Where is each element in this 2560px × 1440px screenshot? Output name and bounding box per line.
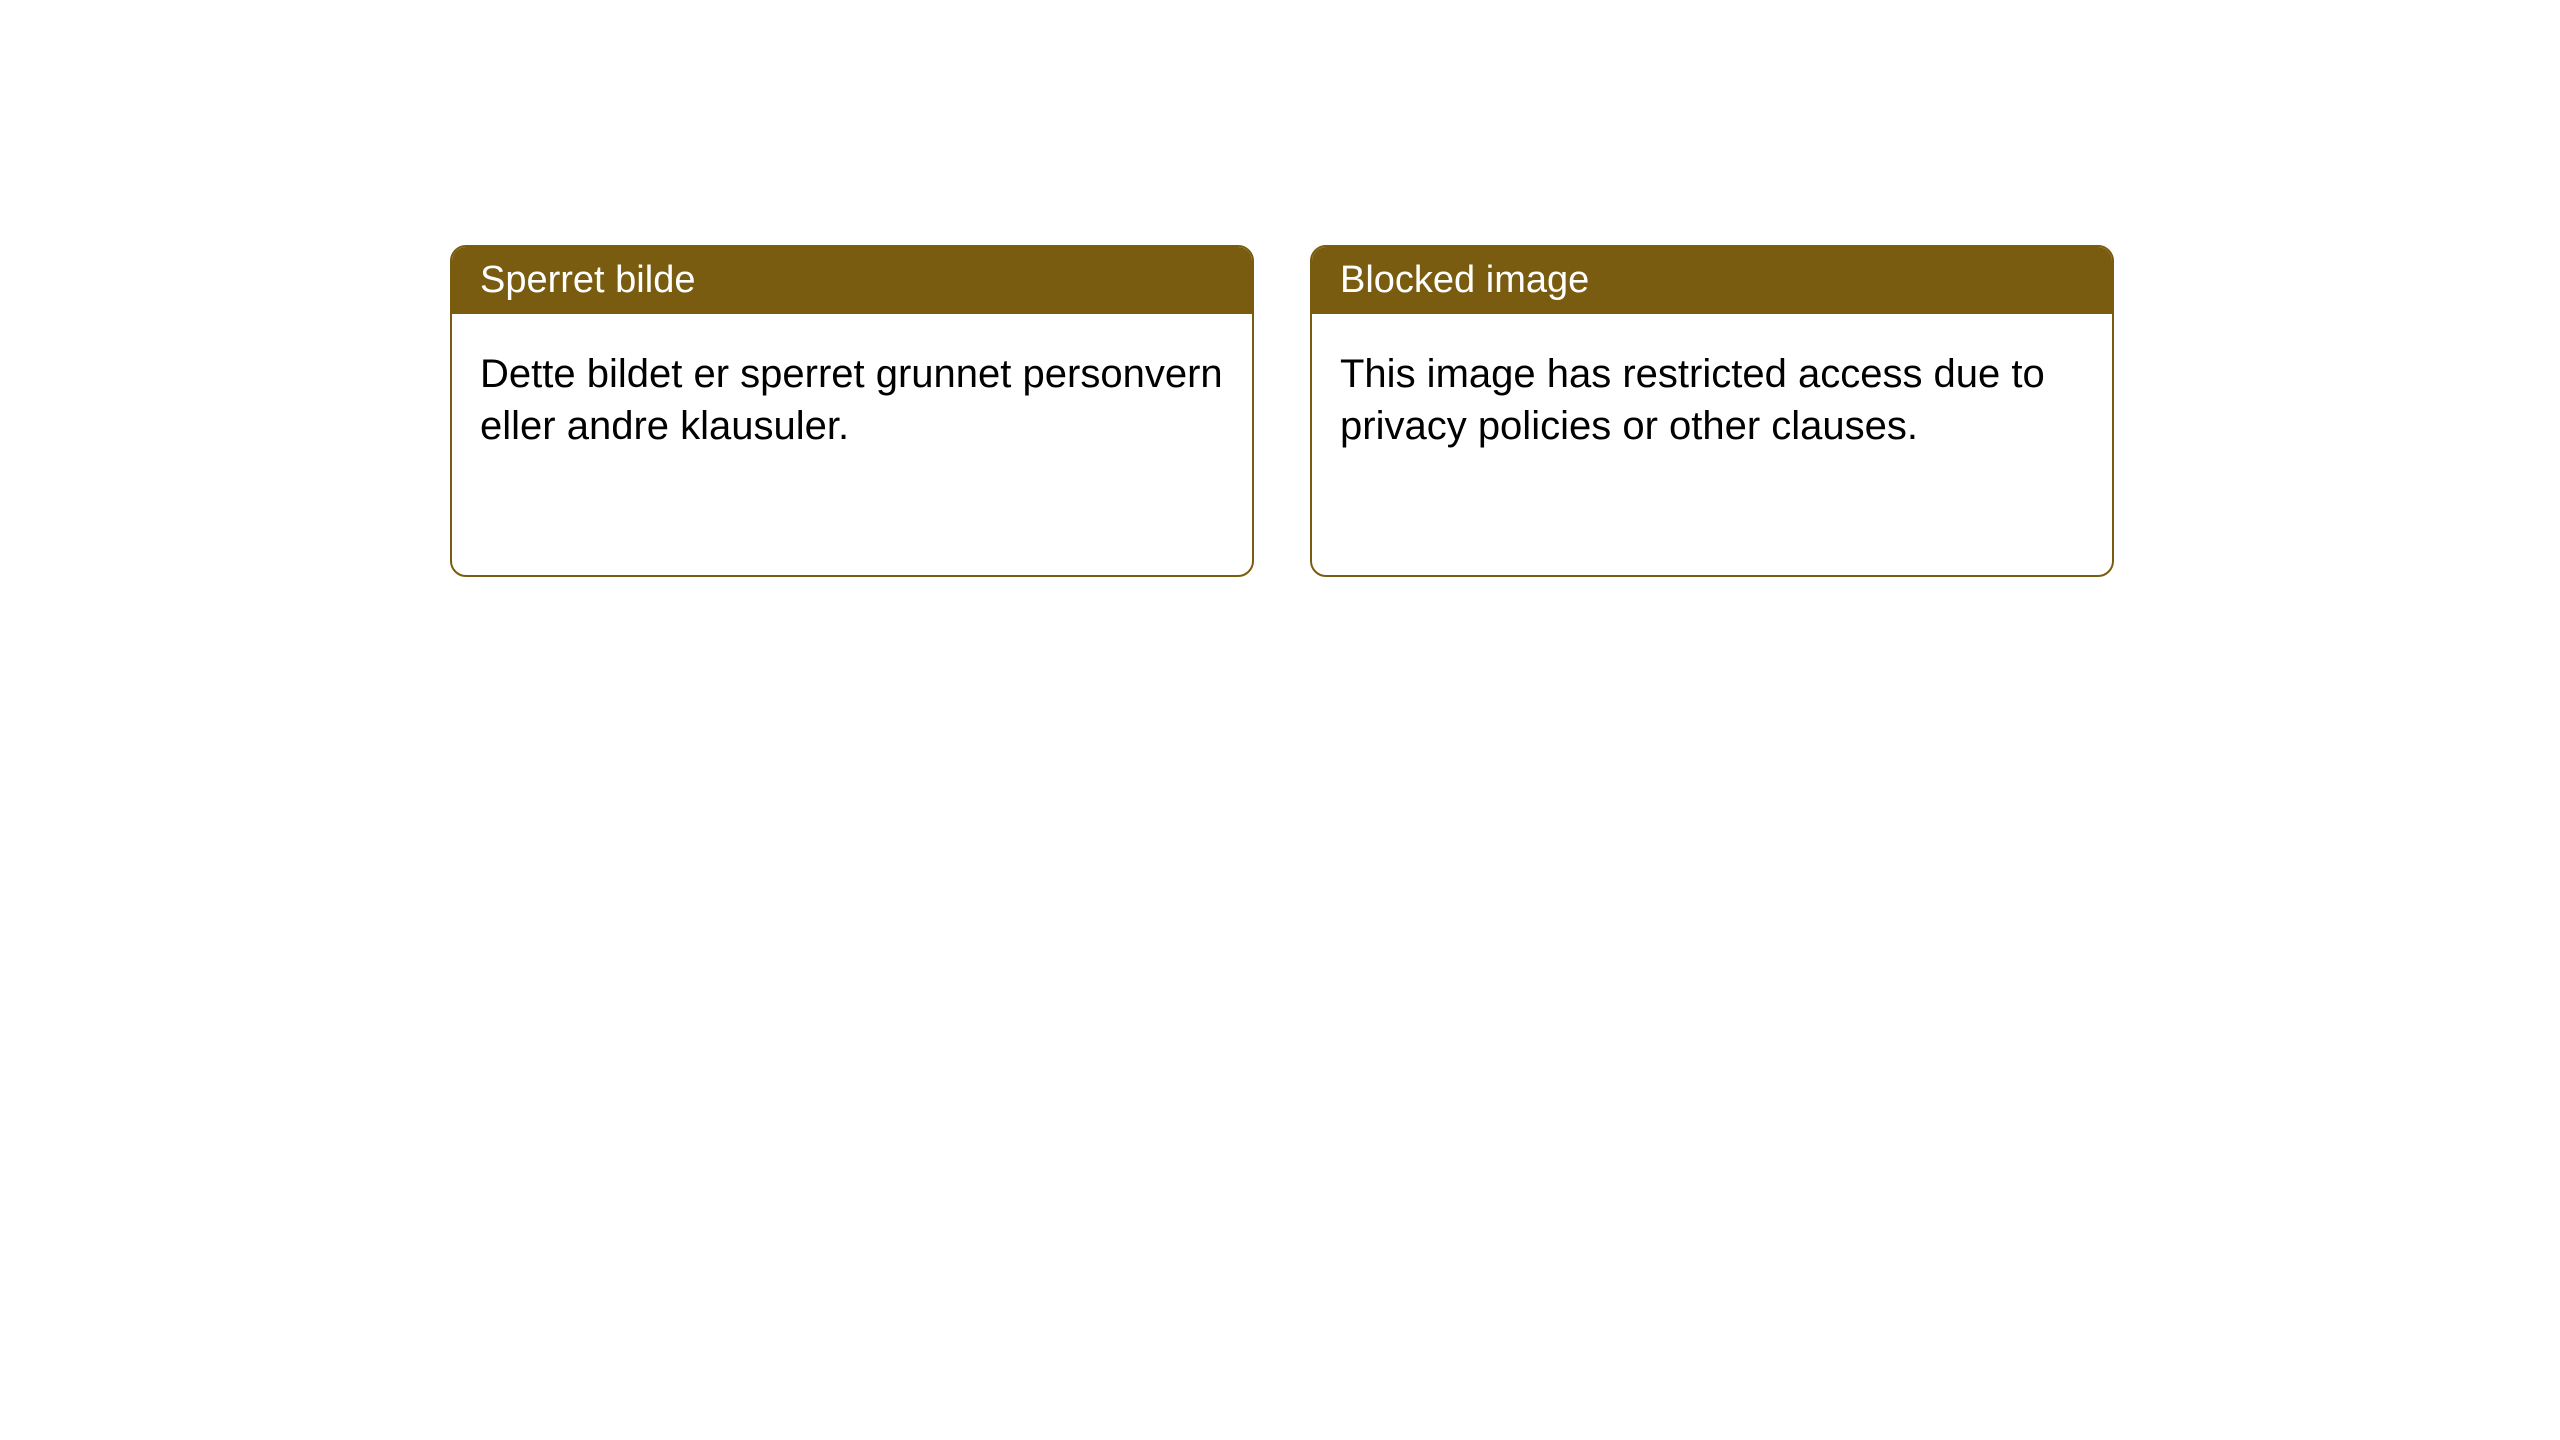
notice-body: This image has restricted access due to … <box>1312 314 2112 486</box>
notice-card-norwegian: Sperret bilde Dette bildet er sperret gr… <box>450 245 1254 577</box>
notice-body: Dette bildet er sperret grunnet personve… <box>452 314 1252 486</box>
notice-container: Sperret bilde Dette bildet er sperret gr… <box>0 0 2560 577</box>
notice-card-english: Blocked image This image has restricted … <box>1310 245 2114 577</box>
notice-header: Sperret bilde <box>452 247 1252 314</box>
notice-header: Blocked image <box>1312 247 2112 314</box>
